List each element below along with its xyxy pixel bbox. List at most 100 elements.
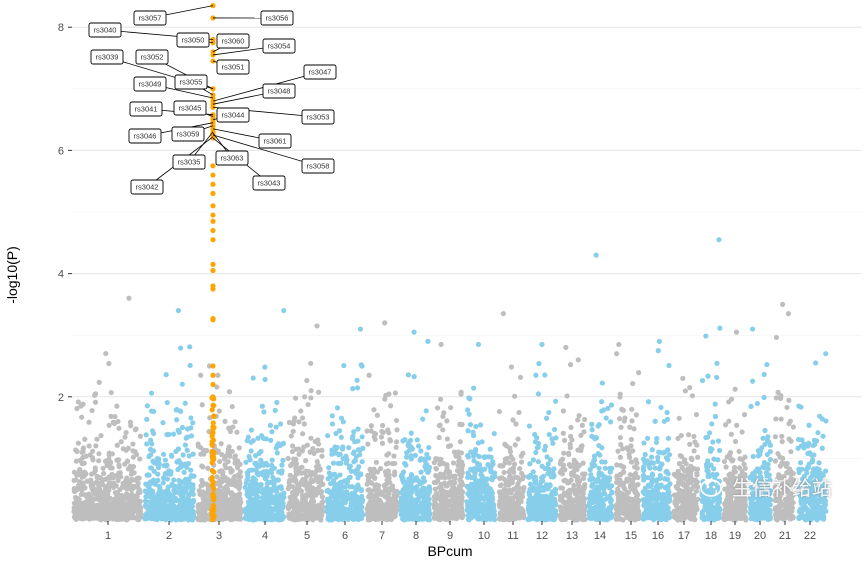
snp-point — [599, 380, 605, 386]
snp-point — [106, 475, 113, 481]
snp-point — [560, 430, 566, 436]
snp-point — [506, 469, 512, 475]
snp-point — [568, 514, 575, 520]
snp-point — [607, 469, 613, 475]
snp-point — [206, 495, 212, 501]
snp-point — [526, 510, 532, 516]
snp-point — [330, 460, 337, 466]
snp-point — [414, 437, 420, 443]
snp-point — [263, 436, 269, 442]
snp-point — [279, 501, 286, 507]
snp-point — [317, 466, 323, 472]
snp-point — [350, 386, 356, 392]
snp-point — [79, 414, 85, 420]
snp-point — [201, 451, 207, 457]
snp-point — [366, 515, 372, 521]
snp-point — [96, 474, 102, 481]
snp-point — [539, 475, 545, 481]
snp-point — [298, 488, 305, 494]
snp-point — [517, 374, 524, 380]
snp-point — [580, 495, 586, 501]
snp-point — [247, 512, 253, 518]
snp-point — [630, 512, 636, 518]
snp-point — [146, 489, 152, 495]
snp-point — [304, 509, 310, 515]
snp-point — [615, 448, 621, 454]
snp-point — [231, 475, 237, 481]
snp-point — [682, 388, 689, 394]
snp-point — [316, 389, 322, 395]
snp-point — [411, 374, 417, 380]
snp-point — [251, 503, 258, 509]
snp-point — [227, 478, 233, 484]
snp-point — [422, 456, 428, 462]
snp-point — [160, 480, 166, 486]
peak-point — [126, 295, 132, 301]
snp-point — [176, 477, 182, 484]
snp-point — [433, 490, 440, 497]
snp-point — [248, 427, 255, 433]
snp-point — [567, 362, 574, 368]
snp-point — [408, 497, 415, 504]
snp-point — [404, 506, 411, 512]
snp-point — [385, 468, 391, 474]
snp-point — [182, 442, 188, 448]
snp-point — [233, 480, 239, 486]
snp-point — [315, 447, 321, 454]
snp-point — [308, 360, 314, 367]
snp-point — [660, 450, 666, 456]
snp-point — [547, 482, 553, 488]
snp-point — [614, 351, 620, 357]
snp-point — [131, 502, 137, 508]
snp-point — [630, 448, 636, 454]
snp-point — [390, 510, 396, 516]
snp-point — [464, 453, 471, 459]
snp-point — [631, 426, 637, 432]
peak-point — [616, 341, 622, 348]
snp-point — [102, 498, 108, 505]
snp-point — [592, 491, 598, 498]
snp-point — [599, 399, 605, 405]
snp-point — [230, 505, 236, 511]
snp-point — [337, 472, 343, 478]
snp-point — [111, 420, 118, 427]
snp-point — [368, 423, 374, 429]
snp-point — [482, 466, 488, 472]
peak-point — [656, 338, 662, 344]
snp-point — [516, 409, 522, 416]
snp-point — [173, 448, 179, 454]
snp-point — [143, 503, 149, 509]
snp-point — [405, 372, 411, 378]
snp-point — [189, 486, 195, 492]
snp-point — [507, 477, 513, 483]
snp-point — [89, 455, 96, 461]
snp-point — [93, 443, 99, 449]
snp-point — [617, 477, 623, 483]
snp-point — [440, 502, 447, 508]
snp-point — [472, 451, 479, 458]
snp-point — [457, 439, 463, 445]
snp-point — [516, 477, 523, 484]
snp-point — [647, 494, 653, 500]
peak-point — [382, 320, 388, 326]
snp-point — [517, 466, 523, 472]
snp-point — [325, 497, 331, 503]
snp-point — [654, 435, 660, 442]
snp-point — [314, 458, 320, 465]
snp-point — [144, 509, 151, 516]
snp-point — [74, 405, 80, 412]
snp-point — [424, 505, 430, 512]
snp-point — [341, 511, 347, 518]
snp-point — [247, 467, 253, 473]
snp-point — [214, 449, 221, 455]
snp-point — [471, 474, 477, 480]
snp-point — [487, 486, 493, 492]
snp-point — [168, 471, 174, 477]
snp-point — [217, 458, 223, 465]
snp-point — [498, 463, 504, 469]
snp-point — [77, 457, 83, 464]
snp-point — [479, 509, 485, 515]
snp-point — [106, 514, 112, 520]
snp-point — [417, 457, 423, 463]
snp-point — [689, 393, 696, 399]
